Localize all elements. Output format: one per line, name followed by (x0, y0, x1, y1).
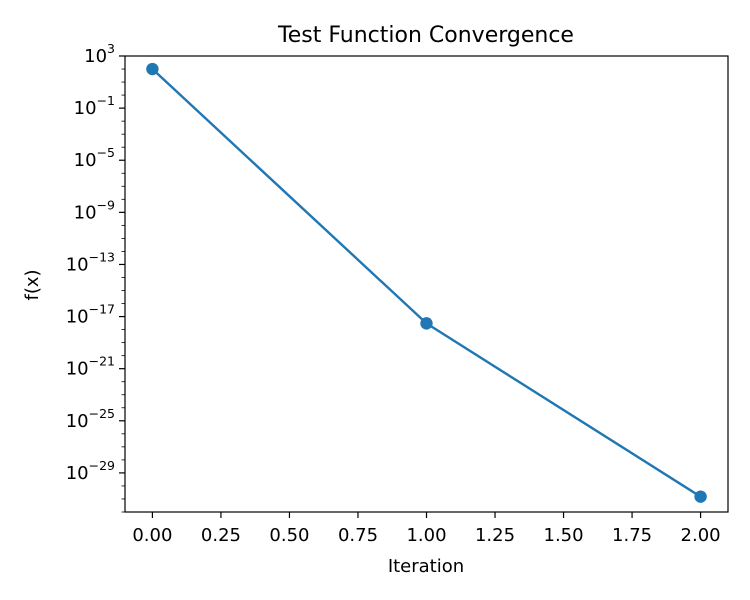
x-tick-label: 0.00 (132, 525, 172, 546)
y-tick-base: 10 (74, 150, 97, 171)
plot-frame (124, 55, 729, 513)
y-tick-base: 10 (66, 359, 89, 380)
data-point (420, 317, 433, 330)
data-point (694, 490, 707, 503)
y-tick-exponent: −9 (97, 197, 115, 212)
y-axis-label: f(x) (22, 269, 43, 300)
y-tick-label: 10−25 (66, 406, 115, 432)
y-tick-base: 10 (66, 463, 89, 484)
x-tick-label: 0.25 (201, 525, 241, 546)
y-tick-label: 10−29 (66, 458, 115, 484)
y-tick-exponent: −29 (89, 458, 115, 473)
y-tick-base: 10 (74, 98, 97, 119)
y-tick-label: 10−17 (66, 302, 115, 328)
y-tick-label: 10−9 (74, 197, 115, 223)
y-tick-exponent: −5 (97, 145, 115, 160)
x-tick-label: 2.00 (681, 525, 721, 546)
y-tick-base: 10 (74, 202, 97, 223)
y-tick-label: 10−1 (74, 93, 115, 119)
chart-title: Test Function Convergence (277, 23, 574, 48)
x-tick-label: 1.25 (475, 525, 515, 546)
x-axis-label: Iteration (388, 556, 464, 577)
y-tick-base: 10 (66, 254, 89, 275)
y-tick-exponent: 3 (107, 41, 115, 56)
plot-area: 0.00 0.25 0.50 0.75 1.00 1.25 1.50 1.75 2.001031… (66, 41, 721, 546)
y-tick-base: 10 (84, 46, 107, 67)
x-tick-label: 1.00 (406, 525, 446, 546)
x-tick-label: 0.75 (338, 525, 378, 546)
y-tick-base: 10 (66, 307, 89, 328)
y-tick-exponent: −21 (89, 354, 115, 369)
y-tick-label: 10−13 (66, 249, 115, 275)
x-tick-label: 1.75 (612, 525, 652, 546)
x-tick-label: 1.50 (544, 525, 584, 546)
y-tick-label: 103 (84, 41, 115, 67)
y-tick-exponent: −13 (89, 249, 115, 264)
x-tick-label: 0.50 (269, 525, 309, 546)
y-tick-exponent: −17 (89, 302, 115, 317)
y-tick-exponent: −1 (97, 93, 115, 108)
y-tick-base: 10 (66, 411, 89, 432)
y-tick-exponent: −25 (89, 406, 115, 421)
data-point (146, 62, 159, 76)
y-tick-label: 10−21 (66, 354, 115, 380)
y-tick-label: 10−5 (74, 145, 115, 171)
